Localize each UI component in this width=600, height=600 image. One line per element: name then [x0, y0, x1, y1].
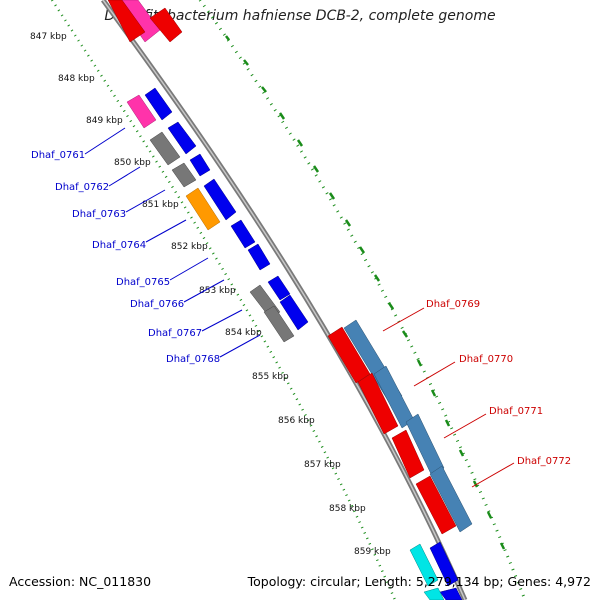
gene-labels-left [84, 127, 261, 358]
cds-features-left [107, 0, 463, 600]
cds-feature[interactable] [149, 7, 183, 43]
gene-label-dhaf-0763[interactable]: Dhaf_0763 [72, 209, 126, 220]
cds-feature[interactable] [189, 153, 211, 177]
gene-label-dhaf-0761[interactable]: Dhaf_0761 [31, 150, 85, 161]
cds-feature[interactable] [357, 372, 399, 435]
gene-labels-right [382, 307, 515, 488]
gene-label-dhaf-0767[interactable]: Dhaf_0767 [148, 328, 202, 339]
gene-label-dhaf-0770[interactable]: Dhaf_0770 [459, 354, 513, 365]
gene-label-dhaf-0771[interactable]: Dhaf_0771 [489, 406, 543, 417]
ruler-label: 853 kbp [199, 286, 236, 296]
cds-feature[interactable] [230, 219, 256, 249]
ruler-label: 852 kbp [171, 242, 208, 252]
cds-features-right [327, 319, 473, 535]
gene-label-dhaf-0769[interactable]: Dhaf_0769 [426, 299, 480, 310]
ruler-label: 851 kbp [142, 200, 179, 210]
cds-feature[interactable] [429, 541, 459, 587]
ruler-label: 850 kbp [114, 158, 151, 168]
genome-summary-text: Topology: circular; Length: 5,279,134 bp… [247, 574, 591, 589]
ruler-label: 854 kbp [225, 328, 262, 338]
ruler-label: 858 kbp [329, 504, 366, 514]
gene-label-dhaf-0772[interactable]: Dhaf_0772 [517, 456, 571, 467]
gene-label-dhaf-0762[interactable]: Dhaf_0762 [55, 182, 109, 193]
cds-feature[interactable] [391, 429, 425, 479]
cds-feature[interactable] [423, 587, 445, 600]
cds-feature[interactable] [167, 121, 197, 155]
ruler-label: 848 kbp [58, 74, 95, 84]
gene-label-texts-right: Dhaf_0769 Dhaf_0770 Dhaf_0771 Dhaf_0772 [426, 299, 571, 467]
cds-feature[interactable] [405, 413, 445, 477]
cds-feature[interactable] [279, 294, 309, 331]
cds-feature[interactable] [126, 94, 157, 129]
cds-feature[interactable] [429, 465, 473, 533]
cds-feature[interactable] [409, 543, 439, 587]
ruler-label: 855 kbp [252, 372, 289, 382]
cds-feature[interactable] [107, 0, 146, 43]
cds-feature[interactable] [149, 131, 181, 166]
ruler-label: 859 kbp [354, 547, 391, 557]
cds-feature[interactable] [415, 475, 457, 535]
gene-label-dhaf-0764[interactable]: Dhaf_0764 [92, 240, 146, 251]
gene-label-dhaf-0765[interactable]: Dhaf_0765 [116, 277, 170, 288]
accession-text: Accession: NC_011830 [9, 574, 152, 589]
cds-feature[interactable] [171, 162, 197, 188]
gc-skew-marks [225, 35, 506, 550]
ruler-label: 857 kbp [304, 460, 341, 470]
ruler-label: 856 kbp [278, 416, 315, 426]
ruler-label: 849 kbp [86, 116, 123, 126]
ruler-labels: 847 kbp 848 kbp 849 kbp 850 kbp 851 kbp … [30, 32, 391, 557]
map-title: Desulfitobacterium hafniense DCB-2, comp… [104, 8, 496, 24]
cds-feature[interactable] [185, 187, 221, 231]
gene-label-dhaf-0766[interactable]: Dhaf_0766 [130, 299, 184, 310]
cds-feature[interactable] [263, 305, 295, 343]
gene-label-dhaf-0768[interactable]: Dhaf_0768 [166, 354, 220, 365]
cds-feature[interactable] [144, 87, 173, 121]
ruler-label: 847 kbp [30, 32, 67, 42]
gene-label-texts-left: Dhaf_0761 Dhaf_0762 Dhaf_0763 Dhaf_0764 … [31, 150, 220, 365]
cds-feature[interactable] [439, 587, 463, 600]
cds-feature[interactable] [203, 178, 237, 221]
cds-feature[interactable] [267, 275, 291, 301]
cds-feature[interactable] [247, 243, 271, 271]
